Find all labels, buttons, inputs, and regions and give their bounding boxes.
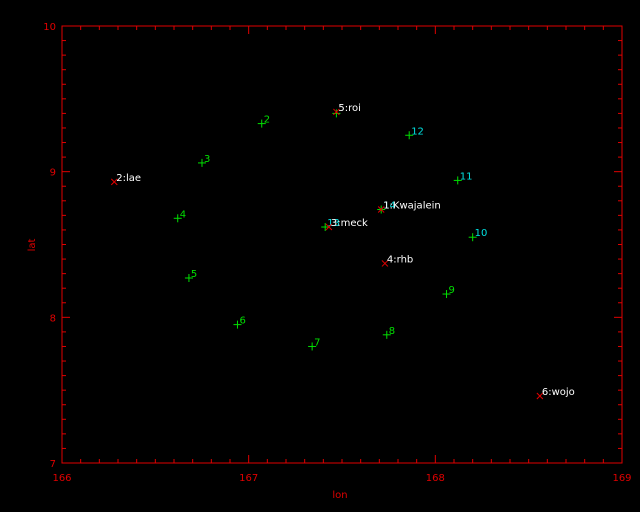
y-tick-label: 10: [43, 22, 56, 33]
point-label: 8: [389, 326, 395, 337]
plus-marker: [173, 214, 182, 223]
x-tick-label: 168: [426, 473, 445, 484]
y-axis-label: lat: [27, 239, 38, 252]
plus-marker: [405, 131, 414, 140]
point-label: 2: [264, 115, 270, 126]
x-marker: [333, 108, 340, 116]
x-axis-label: lon: [332, 490, 347, 501]
x-marker: [325, 223, 333, 231]
x-tick-label: 166: [52, 473, 71, 484]
marker-stroke: [325, 223, 333, 231]
point-label: 1:Kwajalein: [383, 201, 441, 212]
marker-stroke: [377, 206, 385, 213]
point-label: 5:roi: [338, 103, 361, 114]
point-label: 3:meck: [331, 218, 368, 229]
plus-marker: [332, 109, 341, 118]
point-label: 3: [204, 154, 210, 165]
x-marker: [381, 260, 389, 267]
x-marker: [110, 178, 118, 186]
x-tick-label: 169: [612, 473, 631, 484]
point-label: 9: [449, 285, 455, 296]
marker-stroke: [110, 178, 118, 186]
plus-marker: [453, 176, 462, 185]
point-label: 14: [383, 201, 396, 212]
point-label: 6: [239, 316, 245, 327]
plus-marker: [233, 320, 242, 329]
axes: 166 167 168 169 7 8 9 10: [43, 22, 631, 484]
marker-stroke: [381, 260, 389, 267]
point-label: 4: [180, 209, 186, 220]
x-tick-label: 167: [239, 473, 258, 484]
x-marker: [377, 206, 385, 213]
point-label: 13: [327, 218, 340, 229]
plus-marker: [184, 274, 193, 283]
y-tick-label: 7: [50, 459, 56, 470]
plus-marker: [308, 342, 317, 351]
plus-marker: [442, 290, 451, 299]
marker-stroke: [333, 108, 340, 116]
point-label: 7: [314, 337, 320, 348]
plus-marker: [382, 330, 391, 339]
y-tick-label: 8: [50, 313, 56, 324]
plus-marker: [468, 233, 477, 242]
data-marks: 2 3 4 5 6 7 8 9 10 11 12 13 14 5:roi 2:lae 1:Kwajalein 3…: [110, 103, 575, 400]
y-tick-label: 9: [50, 168, 56, 179]
point-label: 12: [411, 126, 424, 137]
point-label: 4:rhb: [387, 254, 413, 265]
marker-stroke: [536, 392, 544, 400]
plus-marker: [321, 223, 330, 232]
point-label: 6:wojo: [542, 387, 575, 398]
plus-marker: [198, 158, 206, 167]
point-label: 11: [460, 171, 473, 182]
point-label: 5: [191, 269, 197, 280]
x-marker: [536, 392, 544, 400]
point-label: 2:lae: [116, 173, 141, 184]
plus-marker: [257, 119, 266, 128]
point-label: 10: [475, 228, 488, 239]
